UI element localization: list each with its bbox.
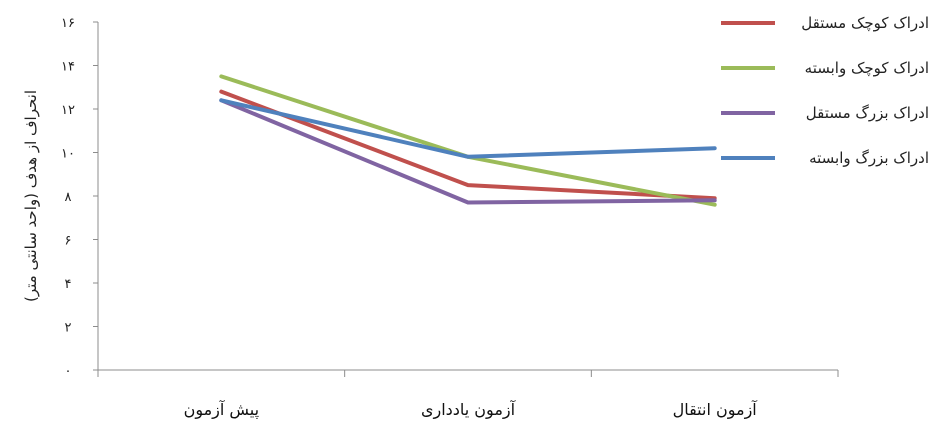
legend-label: ادراک بزرگ مستقل	[806, 104, 929, 122]
legend-label: ادراک کوچک مستقل	[801, 14, 929, 32]
x-tick-label: آزمون انتقال	[673, 400, 759, 420]
y-tick-label: ۱۰	[61, 147, 75, 162]
y-tick-label: ۰	[65, 364, 72, 379]
y-tick-label: ۴	[65, 277, 72, 292]
y-tick-label: ۶	[65, 234, 72, 249]
series-line	[219, 89, 717, 201]
legend-label: ادراک بزرگ وابسته	[809, 149, 929, 167]
series-lines	[219, 74, 717, 207]
y-tick-label: ۸	[65, 190, 72, 205]
y-axis-title: انحراف از هدف (واحد سانتی متر)	[22, 90, 40, 302]
legend: ادراک کوچک مستقل ادراک کوچک وابسته ادراک ب…	[721, 14, 929, 167]
y-tick-label: ۱۲	[61, 103, 75, 118]
y-tick-label: ۱۶	[61, 16, 75, 31]
series-line	[219, 98, 717, 159]
y-tick-label: ۱۴	[61, 60, 75, 75]
x-tick-label: پیش آزمون	[184, 400, 260, 420]
series-line	[219, 98, 717, 205]
axes: ۰ ۲ ۴ ۶ ۸ ۱۰ ۱۲ ۱۴ ۱۶ پیش آزمون آزمون یادداری آزمون…	[61, 16, 839, 420]
y-tick-label: ۲	[65, 321, 72, 336]
legend-label: ادراک کوچک وابسته	[805, 59, 929, 77]
x-tick-label: آزمون یادداری	[421, 400, 517, 420]
